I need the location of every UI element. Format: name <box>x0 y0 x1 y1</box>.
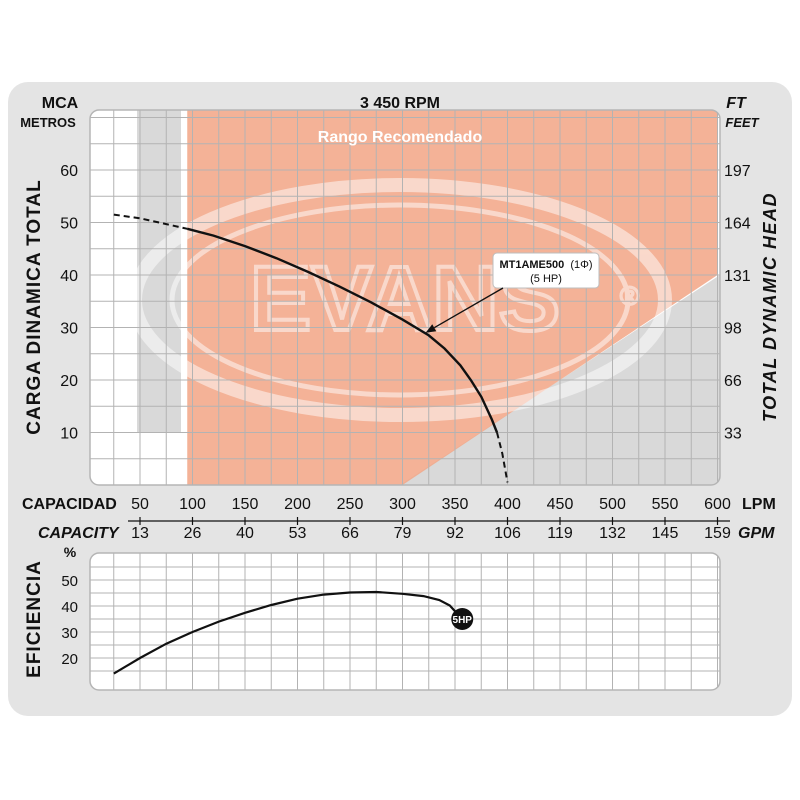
y-tick-label-right: 131 <box>724 268 751 285</box>
gpm-tick-label: 79 <box>394 525 412 542</box>
head-chart-panel: EVANS ® Rango Recomendado MT1AME500 (1Φ)… <box>89 109 721 486</box>
head-series <box>113 213 509 483</box>
y-axis-title: CARGA DINAMICA TOTAL <box>24 179 45 434</box>
head-grid <box>90 110 720 485</box>
efficiency-y-ticks: 20 30 40 50 <box>61 573 78 668</box>
y-tick-label: 40 <box>60 268 78 285</box>
y-tick-label: 20 <box>60 373 78 390</box>
eff-plot-border <box>89 552 721 691</box>
annotation-arrowhead <box>425 324 437 333</box>
x-axis-title: CAPACIDAD <box>22 496 117 513</box>
x-tick-label: 600 <box>704 496 731 513</box>
x-axis-title-secondary: CAPACITY <box>38 525 120 542</box>
gpm-tick-label: 26 <box>184 525 202 542</box>
efficiency-chart-panel: 5HP <box>89 552 721 691</box>
x-axis-secondary-unit: GPM <box>738 525 775 542</box>
efficiency-series <box>113 590 462 675</box>
annotation-line2: (5 HP) <box>530 273 562 285</box>
x-tick-label: 200 <box>284 496 311 513</box>
head-curve-dashed-start <box>113 213 188 230</box>
y-ticks-right: 33 66 98 131 164 197 <box>724 163 751 443</box>
gpm-tick-label: 13 <box>131 525 149 542</box>
right-unit-sub-label: FEET <box>725 115 759 130</box>
series-annotation: MT1AME500 (1Φ) (5 HP) <box>425 252 600 333</box>
y-tick-label: 60 <box>60 163 78 180</box>
y-tick-label: 10 <box>60 426 78 443</box>
recommended-range-label: Rango Recomendado <box>318 129 483 146</box>
y-ticks-left: 10 20 30 40 50 60 <box>60 163 78 443</box>
x-axis-unit: LPM <box>742 496 776 513</box>
x-ticks-lpm: 50 100 150 200 250 300 350 400 450 500 550 600 <box>131 496 731 513</box>
x-tick-label: 350 <box>442 496 469 513</box>
x-tick-label: 100 <box>179 496 206 513</box>
efficiency-end-dot <box>451 608 474 630</box>
head-plot-border <box>89 109 721 486</box>
left-unit-label: MCA <box>42 95 79 112</box>
y-tick-label-right: 164 <box>724 216 751 233</box>
head-curve <box>186 227 499 433</box>
annotation-box <box>492 252 600 289</box>
eff-y-tick-label: 40 <box>61 599 78 616</box>
x-tick-label: 550 <box>652 496 679 513</box>
gpm-tick-label: 53 <box>289 525 307 542</box>
x-tick-label: 250 <box>337 496 364 513</box>
x-tick-label: 500 <box>599 496 626 513</box>
eff-y-tick-label: 20 <box>61 651 78 668</box>
y-tick-label-right: 98 <box>724 321 742 338</box>
x-tick-label: 400 <box>494 496 521 513</box>
gpm-tick-label: 119 <box>547 525 573 542</box>
registered-mark: ® <box>620 281 639 311</box>
eff-y-tick-label: 30 <box>61 625 78 642</box>
right-unit-label: FT <box>726 95 747 112</box>
gpm-tick-label: 159 <box>704 525 731 542</box>
gpm-tick-label: 66 <box>341 525 359 542</box>
y-tick-label-right: 66 <box>724 373 742 390</box>
gpm-tick-label: 92 <box>446 525 464 542</box>
annotation-line1: MT1AME500 (1Φ) <box>499 259 592 271</box>
y-tick-label-right: 197 <box>724 163 751 180</box>
left-unit-sub-label: METROS <box>20 115 76 130</box>
annotation-model: MT1AME500 <box>499 259 564 271</box>
x-tick-label: 50 <box>131 496 149 513</box>
x-tick-label: 300 <box>389 496 416 513</box>
chart-title: 3 450 RPM <box>360 95 440 112</box>
head-curve-dashed-end <box>496 432 509 483</box>
efficiency-curve <box>113 590 462 675</box>
y-tick-label-right: 33 <box>724 426 742 443</box>
gpm-tick-label: 132 <box>599 525 626 542</box>
efficiency-end-marker: 5HP <box>451 608 474 630</box>
x-tick-label: 150 <box>232 496 259 513</box>
efficiency-end-label: 5HP <box>453 615 473 626</box>
annotation-arrow <box>433 287 504 329</box>
efficiency-axis-title: EFICIENCIA <box>24 560 45 678</box>
y-tick-label: 50 <box>60 216 78 233</box>
gpm-tick-label: 145 <box>652 525 679 542</box>
eff-y-tick-label: 50 <box>61 573 78 590</box>
eff-plot-background <box>90 553 720 690</box>
efficiency-unit: % <box>64 544 77 560</box>
gpm-tick-label: 40 <box>236 525 254 542</box>
gpm-tick-label: 106 <box>494 525 521 542</box>
annotation-phase: (1Φ) <box>570 259 592 271</box>
y-tick-label: 30 <box>60 321 78 338</box>
y-axis-title-right: TOTAL DYNAMIC HEAD <box>760 192 780 422</box>
x-tick-label: 450 <box>547 496 574 513</box>
